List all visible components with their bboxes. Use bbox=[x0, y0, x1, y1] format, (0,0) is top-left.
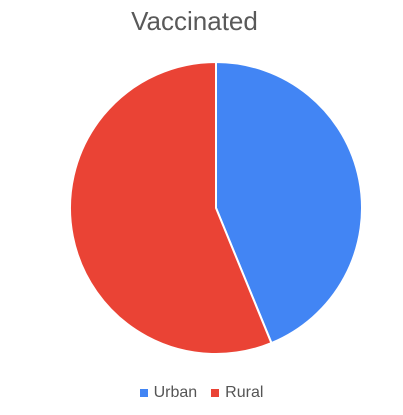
legend-swatch-rural bbox=[211, 389, 220, 397]
legend-item-rural: Rural bbox=[211, 384, 263, 402]
legend-label-urban: Urban bbox=[153, 384, 198, 401]
legend-item-urban: Urban bbox=[139, 384, 198, 402]
legend: Urban Rural bbox=[0, 384, 403, 402]
pie-slice-urban bbox=[215, 60, 363, 345]
pie-slice-rural bbox=[69, 60, 273, 355]
chart-title: Vaccinated bbox=[131, 6, 258, 36]
legend-swatch-urban bbox=[139, 389, 148, 397]
legend-label-rural: Rural bbox=[225, 384, 264, 401]
